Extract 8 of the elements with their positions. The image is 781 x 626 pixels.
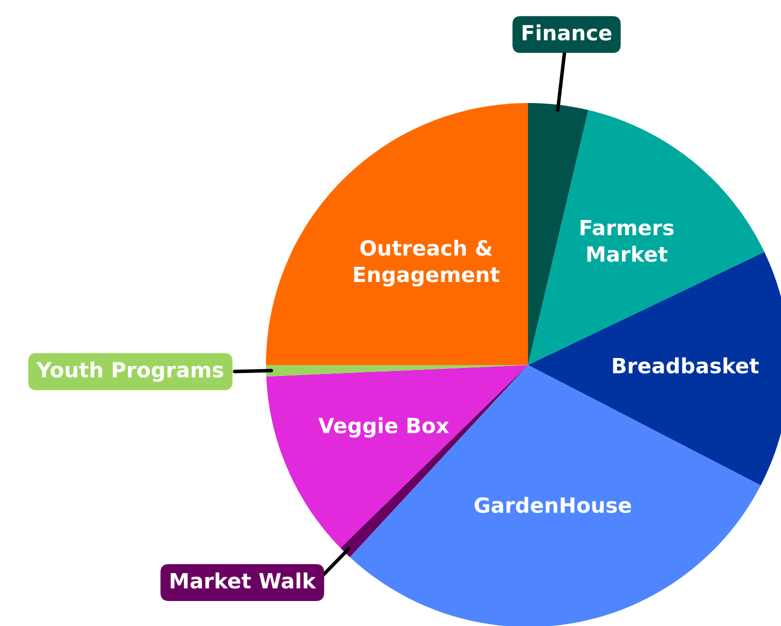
slice-label: Finance bbox=[522, 24, 612, 41]
slice-label: Outreach & Engagement bbox=[354, 240, 500, 287]
slice-label: Farmers Market bbox=[580, 220, 674, 262]
slice-label: Breadbasket bbox=[613, 357, 759, 374]
slice-label: GardenHouse bbox=[474, 496, 631, 513]
slice-label: Veggie Box bbox=[318, 417, 449, 438]
slice-label: Market Walk bbox=[170, 572, 316, 589]
slice-label: Youth Programs bbox=[36, 362, 224, 382]
